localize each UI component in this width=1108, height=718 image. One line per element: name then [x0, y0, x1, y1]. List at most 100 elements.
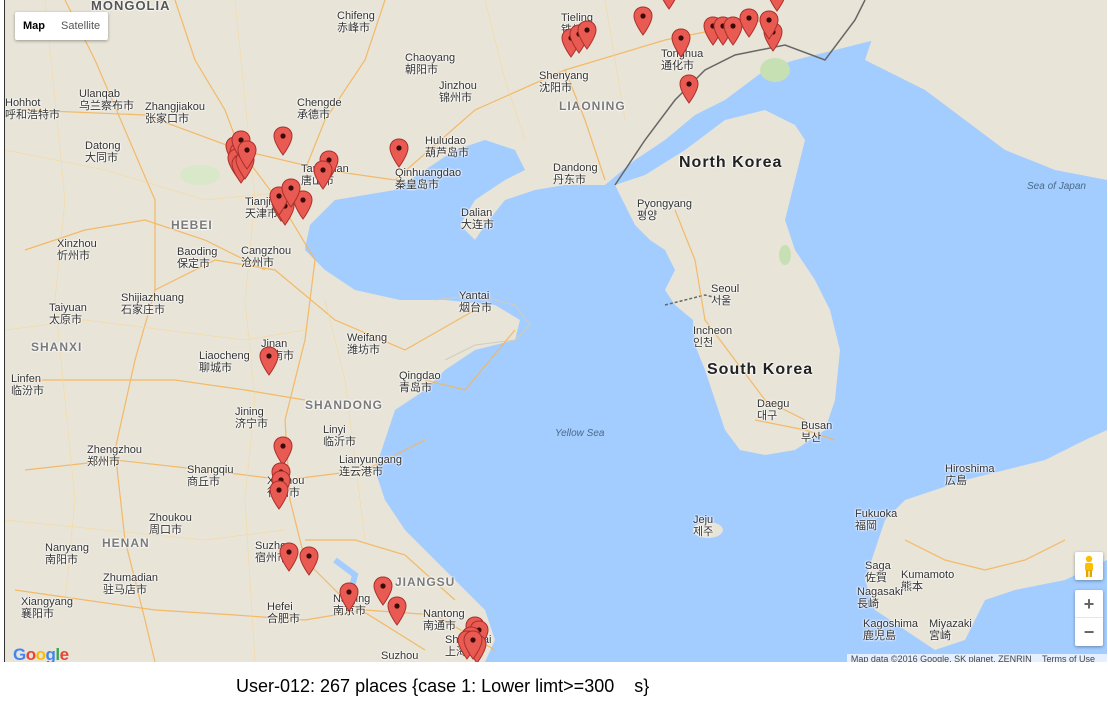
map-marker-pin-icon[interactable] — [313, 160, 333, 190]
city-label: Huludao 葫芦岛市 — [425, 135, 469, 159]
province-label-liaoning: LIAONING — [559, 99, 626, 113]
city-name-en: Baoding — [177, 246, 218, 258]
map-marker-pin-icon[interactable] — [679, 74, 699, 104]
city-name-local: 南阳市 — [45, 554, 78, 566]
city-name-local: 長崎 — [857, 598, 879, 610]
map-marker-pin-icon[interactable] — [739, 8, 759, 38]
map-marker-pin-icon[interactable] — [279, 542, 299, 572]
city-label: Qinhuangdao 秦皇岛市 — [395, 167, 461, 191]
city-name-en: Cangzhou — [241, 245, 292, 257]
city-label: Shenyang 沈阳市 — [539, 70, 589, 94]
sea-label-yellow-sea: Yellow Sea — [555, 428, 605, 439]
city-name-local: 秦皇岛市 — [395, 179, 439, 191]
map-marker-pin-icon[interactable] — [759, 10, 779, 40]
country-label-mongolia: MONGOLIA — [91, 0, 171, 13]
city-name-local: 乌兰察布市 — [79, 100, 134, 112]
city-label: Nantong 南通市 — [423, 608, 465, 632]
map-marker-pin-icon[interactable] — [269, 480, 289, 510]
city-label: Suzhou — [381, 650, 418, 662]
city-label: Pyongyang 평양 — [637, 198, 692, 222]
city-name-en: Suzhou — [381, 650, 419, 662]
city-label: Zhoukou 周口市 — [149, 512, 192, 536]
city-name-en: Pyongyang — [637, 198, 693, 210]
map-marker-pin-icon[interactable] — [299, 546, 319, 576]
city-name-en: Daegu — [757, 398, 790, 410]
city-name-en: Linyi — [323, 424, 346, 436]
city-label: Seoul 서울 — [711, 283, 739, 307]
city-name-en: Miyazaki — [929, 618, 972, 630]
city-name-local: 福岡 — [855, 520, 877, 532]
city-name-en: Shangqiu — [187, 464, 234, 476]
city-name-local: 大连市 — [461, 219, 494, 231]
city-label: Daegu 대구 — [757, 398, 789, 422]
city-name-en: Xiangyang — [21, 596, 73, 608]
map-marker-pin-icon[interactable] — [339, 582, 359, 612]
map-marker-pin-icon[interactable] — [259, 346, 279, 376]
city-name-local: 济宁市 — [235, 418, 268, 430]
map-canvas[interactable]: Map Satellite MONGOLIA North Korea South… — [4, 0, 1107, 662]
city-label: Zhengzhou 郑州市 — [87, 444, 142, 468]
map-marker-pin-icon[interactable] — [767, 0, 787, 12]
city-name-en: Saga — [865, 560, 891, 572]
city-name-local: 张家口市 — [145, 113, 189, 125]
city-name-en: Chifeng — [337, 10, 375, 22]
city-name-en: Jinzhou — [439, 80, 477, 92]
map-marker-pin-icon[interactable] — [293, 190, 313, 220]
city-name-local: 呼和浩特市 — [5, 109, 60, 121]
map-type-satellite-button[interactable]: Satellite — [61, 20, 101, 32]
map-marker-pin-icon[interactable] — [273, 126, 293, 156]
map-marker-pin-icon[interactable] — [281, 178, 301, 208]
city-name-local: 대구 — [757, 410, 778, 422]
city-label: Qingdao 青岛市 — [399, 370, 441, 394]
city-name-en: Huludao — [425, 135, 466, 147]
map-marker-pin-icon[interactable] — [389, 138, 409, 168]
city-name-local: 临沂市 — [323, 436, 356, 448]
city-name-local: 聊城市 — [199, 362, 232, 374]
city-label: Baoding 保定市 — [177, 246, 217, 270]
city-name-local: 商丘市 — [187, 476, 220, 488]
street-view-pegman[interactable] — [1075, 552, 1103, 580]
city-label: Kagoshima 鹿児島 — [863, 618, 918, 642]
city-name-local: 石家庄市 — [121, 304, 165, 316]
map-marker-pin-icon[interactable] — [671, 28, 691, 58]
province-label-shanxi: SHANXI — [31, 340, 83, 354]
city-name-en: Chaoyang — [405, 52, 456, 64]
city-name-local: 临汾市 — [11, 385, 44, 397]
city-label: Shijiazhuang 石家庄市 — [121, 292, 184, 316]
map-marker-pin-icon[interactable] — [659, 0, 679, 10]
city-label: Dalian 大连市 — [461, 207, 494, 231]
city-name-en: Yantai — [459, 290, 490, 302]
city-label: Fukuoka 福岡 — [855, 508, 897, 532]
zoom-in-button[interactable]: + — [1075, 590, 1103, 618]
province-label-shandong: SHANDONG — [305, 398, 384, 412]
city-name-local: 広島 — [945, 475, 967, 487]
city-name-en: Datong — [85, 140, 121, 152]
city-label: Hohhot 呼和浩特市 — [5, 97, 60, 121]
city-label: Nagasaki 長崎 — [857, 586, 903, 610]
city-name-en: Dandong — [553, 162, 598, 174]
city-name-local: 烟台市 — [459, 302, 492, 314]
city-name-local: 锦州市 — [439, 92, 472, 104]
city-name-local: 通化市 — [661, 60, 694, 72]
city-name-local: 连云港市 — [339, 466, 383, 478]
city-label: Busan 부산 — [801, 420, 832, 444]
google-logo[interactable]: Google — [13, 645, 69, 662]
map-marker-pin-icon[interactable] — [373, 576, 393, 606]
city-label: Chifeng 赤峰市 — [337, 10, 375, 34]
city-name-en: Shijiazhuang — [121, 292, 184, 304]
map-marker-pin-icon[interactable] — [633, 6, 653, 36]
city-label: Chaoyang 朝阳市 — [405, 52, 455, 76]
city-name-en: Fukuoka — [855, 508, 898, 520]
city-name-local: 熊本 — [901, 581, 923, 593]
map-marker-pin-icon[interactable] — [387, 596, 407, 626]
map-type-map-button[interactable]: Map — [23, 20, 45, 32]
zoom-out-button[interactable]: − — [1083, 622, 1095, 642]
map-marker-pin-icon[interactable] — [463, 630, 483, 660]
map-marker-pin-icon[interactable] — [577, 20, 597, 50]
map-marker-pin-icon[interactable] — [237, 140, 257, 170]
terms-of-use-link[interactable]: Terms of Use — [1041, 654, 1095, 662]
city-name-en: Dalian — [461, 207, 493, 219]
map-attribution: Map data ©2016 Google, SK planet, ZENRIN… — [846, 654, 1107, 662]
province-label-henan: HENAN — [102, 536, 150, 550]
city-name-en: Hiroshima — [945, 463, 995, 475]
